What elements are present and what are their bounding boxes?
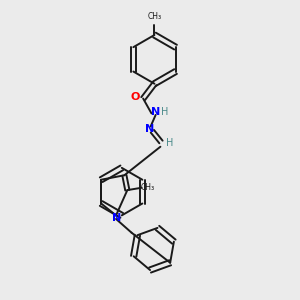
Text: O: O — [130, 92, 140, 102]
Text: CH₃: CH₃ — [141, 183, 155, 192]
Text: N: N — [146, 124, 154, 134]
Text: CH₃: CH₃ — [147, 12, 161, 21]
Text: H: H — [166, 138, 174, 148]
Text: H: H — [161, 107, 168, 117]
Text: N: N — [112, 213, 121, 223]
Text: N: N — [151, 107, 160, 117]
